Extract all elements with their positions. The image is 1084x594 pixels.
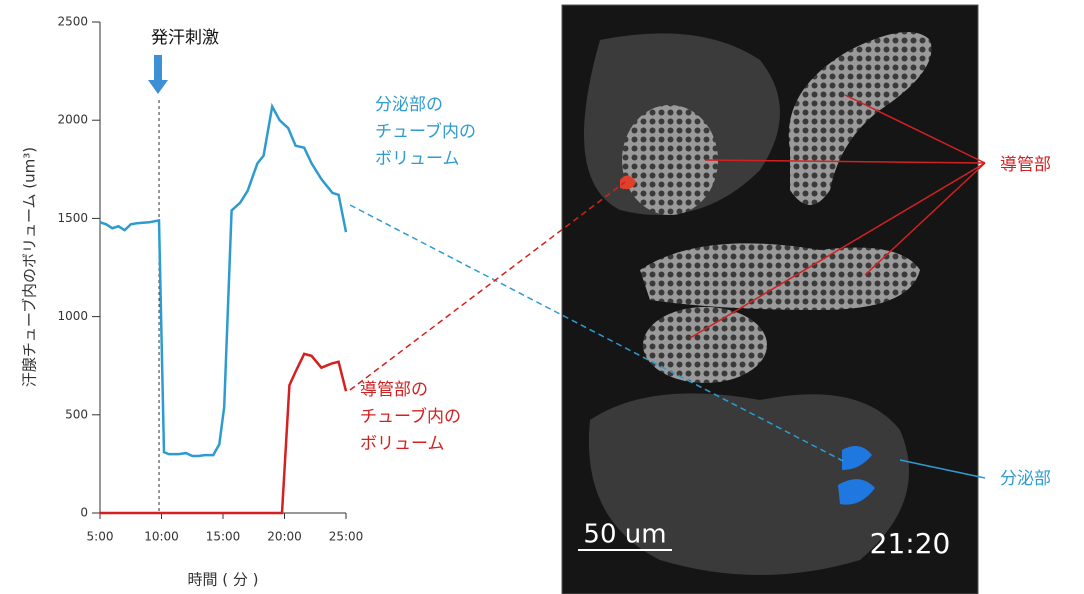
y-tick-label: 500 [65,407,88,421]
x-axis-title: 時間 ( 分 ) [187,571,258,589]
stimulus-arrow [148,55,168,94]
figure: 50 um 21:20 導管部 分泌部 発汗刺激 時間 ( 分 ) 汗腺チューブ… [0,0,1084,594]
timestamp: 21:20 [870,527,951,560]
y-tick-label: 2000 [57,113,88,127]
legend-label: 分泌部の [375,95,443,115]
duct-tube [640,243,920,310]
page: {"chart_data": { "type": "line", "x_labe… [0,0,1084,594]
y-axis-title: 汗腺チューブ内のボリューム (um³) [21,147,39,387]
x-tick-label: 20:00 [267,530,302,544]
plot: 0 500 1000 1500 2000 2500 5:00 10:00 15:00 20:00 2… [57,15,476,544]
legend-label: ボリューム [360,434,445,454]
x-tick-label: 10:00 [144,530,179,544]
series-line [100,354,346,513]
duct-tube [622,105,718,215]
secretory-label: 分泌部 [1000,469,1051,489]
series-line [100,107,346,457]
y-tick-label: 1500 [57,211,88,225]
y-tick-label: 2500 [57,15,88,29]
microscope-image: 50 um 21:20 [562,5,978,594]
legend-label: チューブ内の [360,406,461,427]
duct-label: 導管部 [1000,155,1051,175]
annotation: 発汗刺激 [151,28,219,48]
duct-tube [643,307,767,383]
y-tick-label: 0 [80,506,88,520]
scale-bar-label: 50 um [583,520,666,550]
x-tick-label: 25:00 [329,530,364,544]
x-tick-label: 5:00 [87,530,114,544]
legend-label: ボリューム [375,149,460,169]
legend-label: 導管部の [360,380,428,400]
x-tick-label: 15:00 [206,530,241,544]
y-tick-label: 1000 [57,309,88,323]
legend-label: チューブ内の [375,121,476,142]
